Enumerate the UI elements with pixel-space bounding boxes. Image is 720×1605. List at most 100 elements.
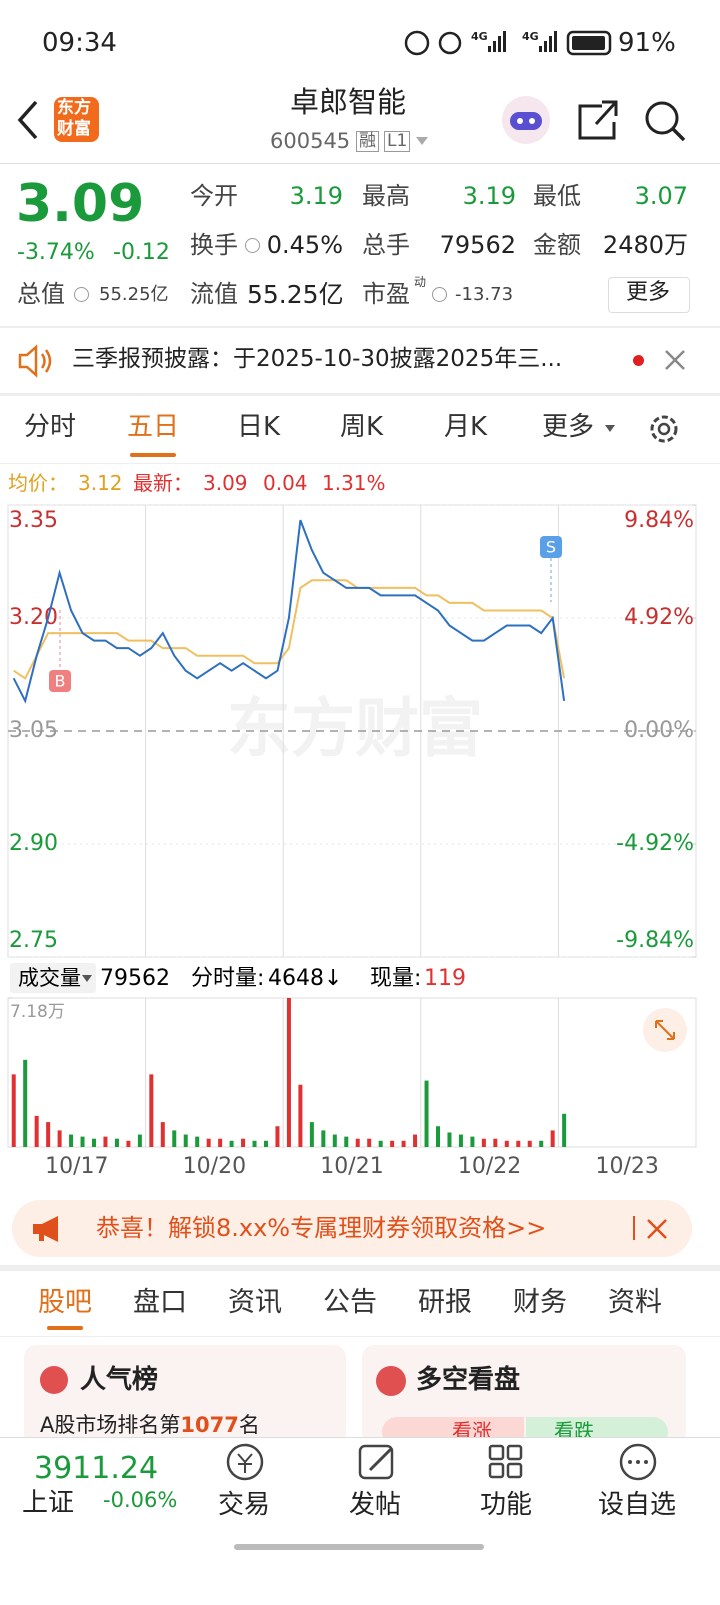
section-tab[interactable]: 研报 [418,1287,472,1318]
logo [54,97,99,142]
card[interactable] [24,1345,346,1445]
field-value: -13.73 [455,284,514,305]
field-value: 3.07 [634,182,688,210]
field-label: 金额 [533,231,581,259]
nav-icons [226,1443,657,1481]
bear-label: 看跌 [554,1419,594,1443]
volume-bar [390,1140,395,1147]
volume-bar [172,1130,177,1147]
dropdown[interactable] [414,135,430,147]
x-tick-label: 10/17 [45,1154,108,1179]
section-tab[interactable]: 财务 [513,1287,567,1318]
card-title: 人气榜 [80,1365,159,1395]
info-icon[interactable] [74,287,89,302]
active-indicator [130,453,176,457]
info-icon[interactable] [245,238,260,253]
field-label: 总手 [362,231,410,259]
close-promo[interactable] [646,1218,668,1240]
chart-tab[interactable]: 分时 [24,412,77,442]
chart-tab[interactable]: 日K [237,412,281,442]
latest-label: 最新： [133,471,193,495]
chart-tab[interactable]: 月K [444,412,488,442]
card-text: A股市场排名第 [40,1413,181,1437]
volume-bar [550,1130,555,1147]
volume-bar [504,1140,509,1147]
volume-bar [252,1140,257,1147]
nav-item[interactable]: 设自选 [598,1490,677,1520]
volume-bar [241,1138,246,1147]
nav-item[interactable]: 功能 [480,1490,533,1520]
index-value: 3911.24 [34,1451,159,1486]
volume-bar [413,1134,418,1147]
index-change: -0.06% [103,1488,178,1512]
settings[interactable] [646,411,682,447]
card-icon [40,1366,68,1394]
y-tick-label: 2.90 [9,831,58,856]
bull-label: 看涨 [452,1419,492,1443]
battery: 91% [618,28,676,58]
change-pct: -3.74% [17,240,95,265]
volume-bar [516,1140,521,1147]
dropdown [605,425,615,432]
info-icon[interactable] [432,287,447,302]
y-tick-label: 3.35 [9,508,58,533]
field-label: 最高 [362,182,410,210]
volume-bar [367,1138,372,1147]
volume-bar [424,1080,429,1147]
logo-text: 财富 [57,119,91,139]
volume-bar [57,1130,62,1147]
field-label: 今开 [190,182,238,210]
close-notice[interactable] [664,349,686,371]
promo-banner[interactable] [12,1200,692,1257]
back-button[interactable] [14,98,44,142]
section-tab[interactable]: 资讯 [228,1287,282,1318]
chart-tab[interactable]: 五日 [127,412,180,442]
volume-bar [103,1136,108,1147]
volume-selector[interactable] [10,963,96,993]
more-button[interactable] [608,277,690,313]
section-tab[interactable]: 公告 [323,1287,377,1318]
notice-text[interactable]: 三季报预披露：于2025-10-30披露2025年三... [72,346,563,372]
field-value: 0.45% [266,231,343,259]
volume-bar [355,1138,360,1147]
sell-marker[interactable] [540,536,562,558]
nav-item[interactable]: 交易 [218,1490,271,1520]
volume-bar [481,1138,486,1147]
chart-tab[interactable]: 周K [340,412,384,442]
volume-bar [264,1140,268,1147]
latest-change: 0.04 [263,471,308,495]
volume-bar [149,1074,154,1147]
section-tab[interactable]: 资料 [608,1287,662,1318]
volume-bar [470,1136,475,1147]
tick-volume-label: 分时量: [191,966,264,991]
section-tab[interactable]: 股吧 [38,1287,92,1318]
volume-bar [447,1132,452,1147]
field-value: 3.19 [462,182,516,210]
volume-bar [562,1113,567,1147]
volume-title: 成交量 [18,966,81,990]
promo-text: 恭喜！解锁8.xx%专属理财券领取资格>> [96,1214,547,1242]
buy-marker[interactable] [49,670,71,692]
y-tick-label: 2.75 [9,928,58,953]
nav-item[interactable]: 发帖 [349,1490,402,1520]
field-label: 流值 [190,280,238,308]
section-tab[interactable]: 盘口 [133,1287,187,1318]
current-volume-label: 现量: [370,966,421,991]
field-sup: 动 [414,275,427,289]
volume-bar [527,1140,532,1147]
volume-bar [298,1084,303,1147]
latest-change-pct: 1.31% [322,471,386,495]
volume-bar [46,1122,51,1147]
divider [633,1216,635,1240]
chart-tab[interactable]: 更多 [542,412,595,442]
field-label: 最低 [533,182,581,210]
x-tick-label: 10/23 [595,1154,658,1179]
card-text: A股市场排名第1077名 [40,1415,260,1436]
volume-bar [69,1134,74,1147]
y-tick-label: 3.05 [9,718,58,743]
header-icons[interactable] [502,96,692,146]
more-label: 更多 [626,280,671,305]
x-tick-label: 10/21 [320,1154,383,1179]
y2-tick-label: 4.92% [624,605,694,630]
